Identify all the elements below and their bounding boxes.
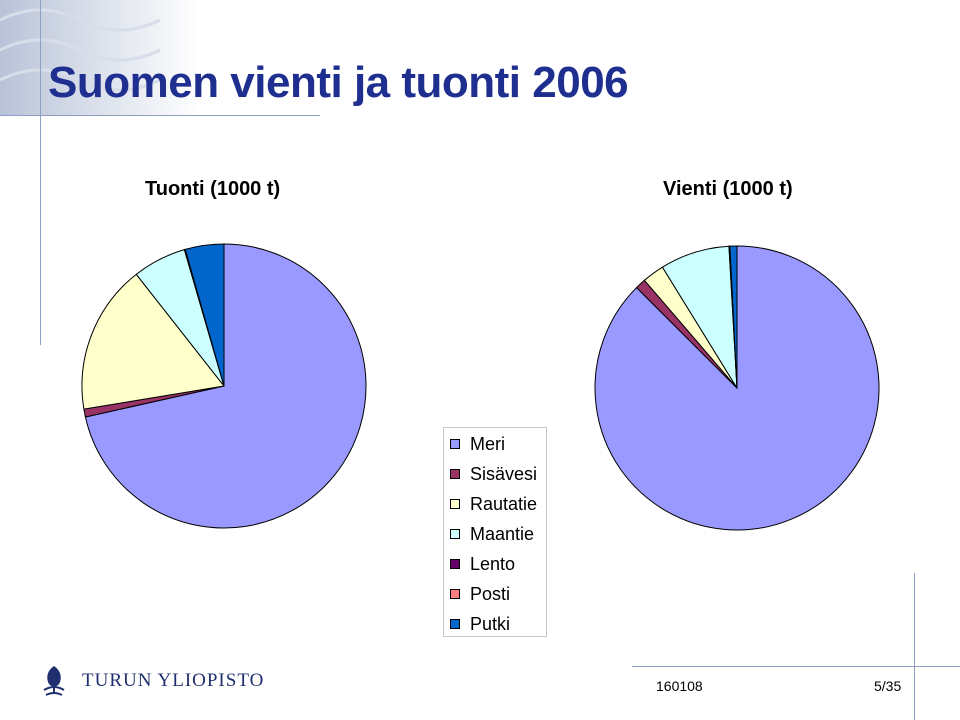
- legend-swatch: [450, 439, 460, 449]
- footer-vertical-line: [914, 573, 915, 720]
- legend-label: Putki: [470, 613, 511, 634]
- export-pie-chart: [594, 245, 880, 531]
- chart-legend: Meri Sisävesi Rautatie Maantie Lento Posti Put…: [443, 427, 547, 637]
- legend-label: Lento: [470, 553, 516, 574]
- legend-swatch: [450, 559, 460, 569]
- pie-slice-rautatie: [81, 273, 225, 410]
- university-name: TURUN YLIOPISTO: [82, 670, 265, 691]
- export-chart-title: Vienti (1000 t): [663, 178, 793, 200]
- legend-label: Posti: [470, 583, 511, 604]
- university-logo: TURUN YLIOPISTO: [40, 664, 264, 698]
- legend-item: Sisävesi: [450, 463, 537, 485]
- pie-slice-putki: [184, 243, 225, 387]
- legend-label: Meri: [470, 433, 505, 454]
- footer-horizontal-line: [632, 666, 960, 667]
- legend-swatch: [450, 529, 460, 539]
- legend-item: Posti: [450, 583, 510, 605]
- legend-item: Lento: [450, 553, 515, 575]
- legend-swatch: [450, 589, 460, 599]
- page-number: 5/35: [874, 678, 902, 694]
- legend-label: Sisävesi: [470, 463, 538, 484]
- decorative-horizontal-line: [0, 115, 320, 116]
- import-pie-chart: [81, 243, 367, 529]
- footer-date: 160108: [656, 678, 703, 694]
- pie-slice-putki: [729, 245, 738, 389]
- legend-item: Rautatie: [450, 493, 537, 515]
- legend-swatch: [450, 619, 460, 629]
- corner-decoration: [0, 0, 200, 115]
- university-emblem-icon: [43, 666, 65, 696]
- legend-swatch: [450, 469, 460, 479]
- legend-label: Maantie: [470, 523, 535, 544]
- legend-item: Maantie: [450, 523, 534, 545]
- import-chart-title: Tuonti (1000 t): [145, 178, 281, 200]
- legend-item: Putki: [450, 613, 510, 635]
- legend-label: Rautatie: [470, 493, 538, 514]
- decorative-vertical-line: [40, 0, 41, 345]
- legend-swatch: [450, 499, 460, 509]
- slide-title: Suomen vienti ja tuonti 2006: [48, 58, 629, 107]
- legend-item: Meri: [450, 433, 505, 455]
- pie-slice-meri: [84, 243, 367, 529]
